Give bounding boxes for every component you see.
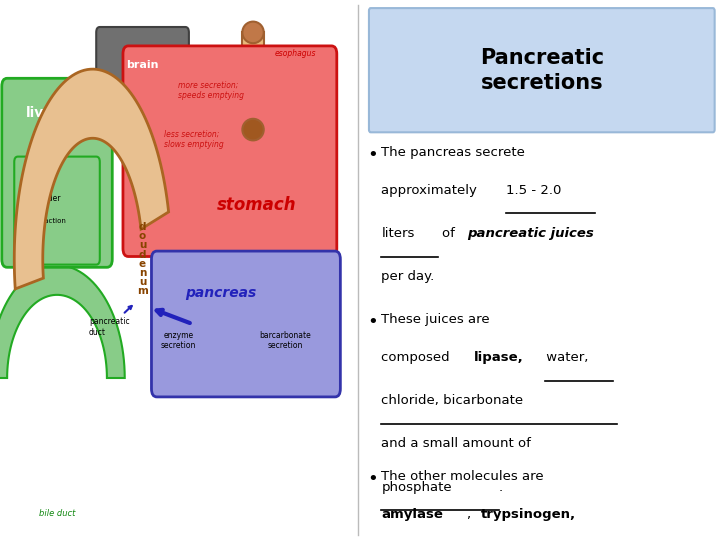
FancyBboxPatch shape [96,27,189,103]
Text: trypsinogen,: trypsinogen, [481,508,576,521]
Text: contraction: contraction [27,218,66,225]
Ellipse shape [243,119,264,140]
Text: The other molecules are: The other molecules are [382,470,544,483]
Text: pancreas: pancreas [185,286,256,300]
Text: lipase,: lipase, [474,351,524,364]
Text: Pancreatic
secretions: Pancreatic secretions [480,48,604,92]
Text: liters: liters [382,227,415,240]
Text: esophagus: esophagus [274,50,316,58]
Text: ,: , [467,508,475,521]
FancyBboxPatch shape [123,46,337,256]
Text: .: . [499,481,503,494]
Text: d
o
u
d
e
n
u
m: d o u d e n u m [137,222,148,296]
Text: per day.: per day. [382,270,435,283]
Text: more secretion;
speeds emptying: more secretion; speeds emptying [179,81,244,100]
Text: •: • [367,146,378,164]
Text: bile
secretion: bile secretion [18,168,53,188]
Text: •: • [367,313,378,331]
Text: approximately: approximately [382,184,482,197]
Text: 1.5 - 2.0: 1.5 - 2.0 [506,184,562,197]
Text: pancreatic juices: pancreatic juices [467,227,594,240]
Text: less secretion;
slows emptying: less secretion; slows emptying [164,130,224,149]
Text: The pancreas secrete: The pancreas secrete [382,146,526,159]
Text: •: • [367,470,378,488]
Text: gall
bladder: gall bladder [32,184,61,203]
Text: pancreatic
duct: pancreatic duct [89,306,132,337]
FancyBboxPatch shape [1,78,112,267]
Bar [243,32,264,130]
Ellipse shape [243,22,264,43]
Text: chloride, bicarbonate: chloride, bicarbonate [382,394,523,407]
Text: bile duct: bile duct [39,509,75,517]
FancyBboxPatch shape [151,251,341,397]
FancyBboxPatch shape [369,8,715,132]
Text: stomach: stomach [217,196,297,214]
Text: of: of [442,227,459,240]
Text: amylase: amylase [382,508,444,521]
Polygon shape [14,69,168,289]
Text: These juices are: These juices are [382,313,490,326]
Text: barcarbonate
secretion: barcarbonate secretion [259,330,311,350]
FancyBboxPatch shape [14,157,100,265]
Text: water,: water, [541,351,588,364]
Text: composed: composed [382,351,454,364]
Text: liver: liver [25,106,60,120]
Text: phosphate: phosphate [382,481,452,494]
Polygon shape [0,265,125,378]
Text: and a small amount of: and a small amount of [382,437,531,450]
Text: brain: brain [126,60,159,70]
Text: enzyme
secretion: enzyme secretion [161,330,196,350]
